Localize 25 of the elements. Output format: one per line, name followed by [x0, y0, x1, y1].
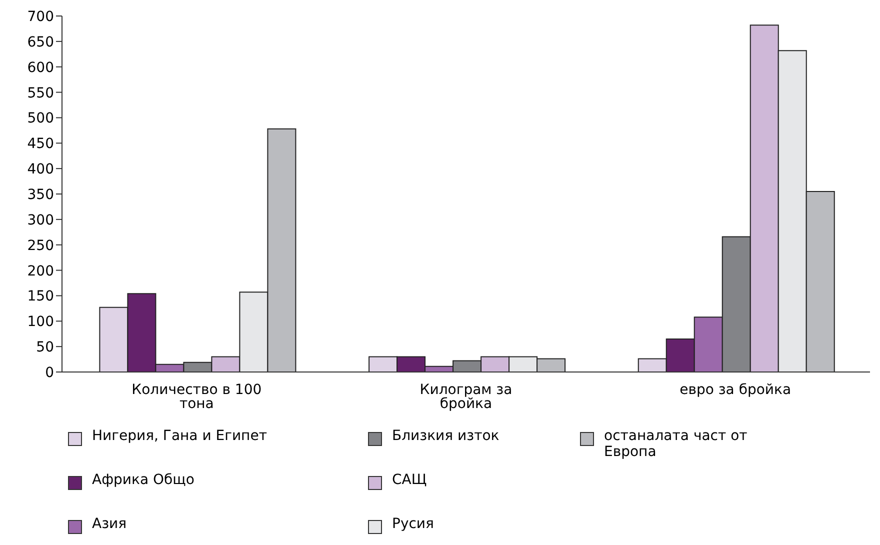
legend-label: САЩ [392, 472, 428, 488]
y-tick-label: 550 [27, 85, 54, 102]
y-tick-label: 150 [27, 288, 54, 305]
y-tick-label: 350 [27, 186, 54, 203]
legend-label: останалата част от Европа [604, 428, 748, 460]
y-tick-label: 200 [27, 263, 54, 280]
x-tick-label: евро за бройка [680, 382, 792, 398]
y-tick-label: 450 [27, 136, 54, 152]
legend-label: Близкия изток [392, 428, 500, 444]
y-tick-label: 650 [27, 34, 54, 50]
legend-label: Русия [392, 516, 435, 532]
y-tick-label: 0 [45, 364, 54, 381]
x-tick-label: Килограм за бройка [420, 382, 512, 412]
y-tick-label: 400 [27, 162, 54, 178]
y-tick-label: 250 [27, 238, 54, 254]
y-tick-label: 50 [36, 340, 54, 356]
legend-label: Азия [92, 516, 128, 532]
y-tick-label: 500 [27, 110, 54, 127]
y-tick-label: 300 [27, 212, 54, 228]
x-tick-label: Количество в 100 тона [132, 382, 262, 412]
y-tick-label: 600 [27, 60, 54, 76]
legend-label: Нигерия, Гана и Египет [92, 428, 268, 444]
y-tick-label: 100 [27, 314, 54, 330]
y-tick-label: 700 [27, 8, 54, 25]
legend-label: Африка Общо [92, 472, 196, 488]
